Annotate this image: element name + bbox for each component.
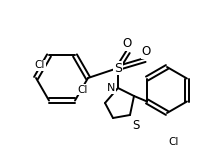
Text: O: O (141, 45, 151, 58)
Text: S: S (114, 62, 122, 75)
Text: O: O (122, 37, 132, 50)
Text: Cl: Cl (35, 60, 45, 71)
Text: Cl: Cl (168, 137, 178, 147)
Text: N: N (107, 83, 115, 93)
Text: S: S (132, 119, 139, 132)
Text: Cl: Cl (77, 84, 87, 95)
